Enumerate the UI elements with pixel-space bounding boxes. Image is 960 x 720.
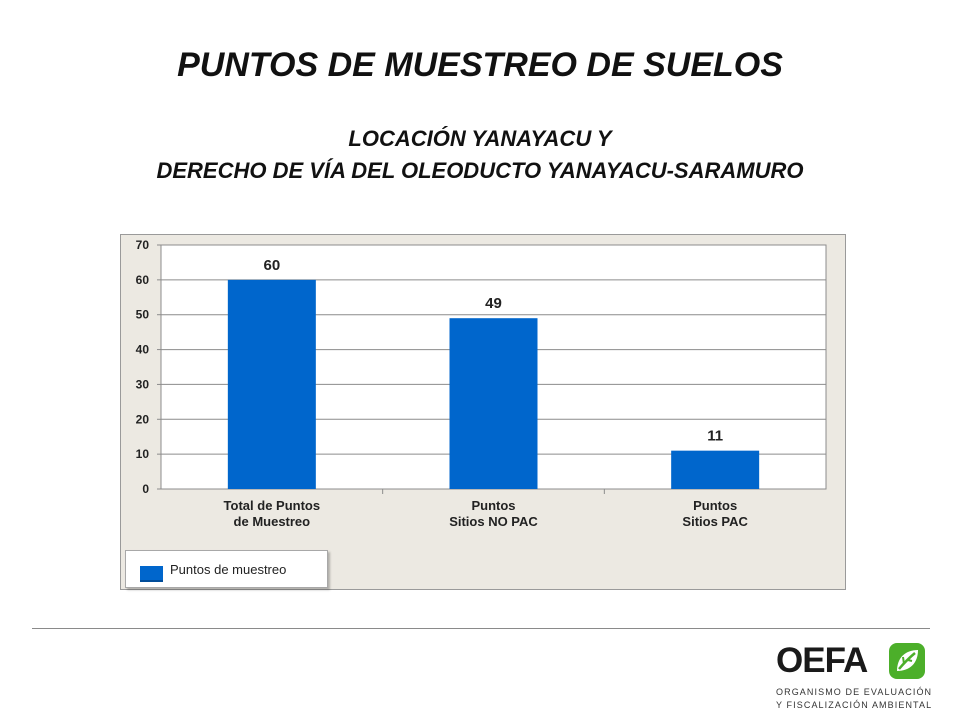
bar [671,450,760,489]
chart-legend: Puntos de muestreo [125,550,328,588]
x-tick-label: Puntos [471,498,515,513]
x-tick-label: Sitios PAC [682,514,748,529]
x-tick-label: Total de Puntos [224,498,321,513]
legend-swatch [140,566,163,582]
y-tick-label: 50 [136,308,150,322]
page-subtitle-line-2: DERECHO DE VÍA DEL OLEODUCTO YANAYACU-SA… [156,158,804,183]
bar [227,279,316,489]
data-label: 11 [707,428,723,445]
oefa-logo: OEFA ORGANISMO DE EVALUACIÓN Y FISCALIZA… [776,641,931,712]
y-tick-label: 20 [136,412,150,426]
y-tick-label: 40 [136,343,150,357]
y-tick-label: 0 [142,482,149,496]
data-label: 60 [263,257,280,274]
footer-divider [32,628,930,629]
chart-area: 0 10 20 30 40 50 60 70 60 Total de Puntos de Muest… [120,234,846,590]
y-tick-label: 30 [136,377,150,391]
y-tick-label: 70 [136,238,150,252]
logo-line-1: ORGANISMO DE EVALUACIÓN [776,687,933,697]
page-subtitle-line-1: LOCACIÓN YANAYACU Y [348,126,612,151]
leaf-icon [889,643,925,679]
logo-line-2: Y FISCALIZACIÓN AMBIENTAL [776,700,933,710]
logo-wordmark: OEFA [776,641,868,680]
page-title: PUNTOS DE MUESTREO DE SUELOS [177,46,783,84]
y-tick-label: 10 [136,447,150,461]
x-tick-label: Puntos [693,498,737,513]
data-label: 49 [485,295,502,312]
y-tick-label: 60 [136,273,150,287]
legend-label: Puntos de muestreo [170,562,287,577]
x-tick-label: de Muestreo [234,514,311,529]
bar [449,318,538,489]
x-tick-label: Sitios NO PAC [449,514,538,529]
